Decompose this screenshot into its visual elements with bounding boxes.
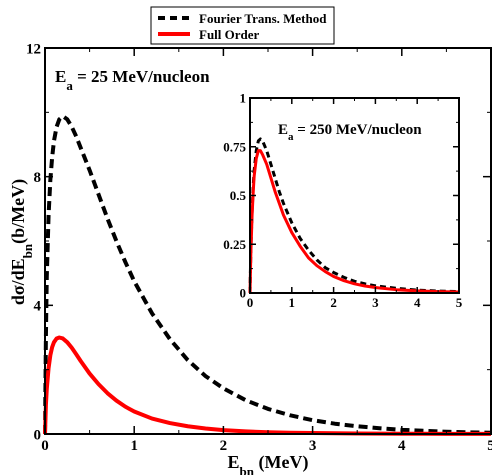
inset-ytick-label: 0.5 [230,188,247,203]
main-xtick-label: 2 [220,438,228,454]
inset-ytick-label: 0.25 [223,237,246,252]
main-ytick-label: 12 [26,41,41,57]
inset-xtick-label: 4 [414,295,421,310]
inset-xtick-label: 3 [372,295,379,310]
inset-xtick-label: 1 [289,295,296,310]
legend-box [150,6,335,45]
inset-panel: 0 1 2 3 4 5 0 0.25 0.5 0.75 1 Ea = 250 MeV/nucleon [223,91,463,310]
inset-xtick-label: 2 [330,295,337,310]
main-series-full-order [43,335,492,436]
inset-annotation: Ea = 250 MeV/nucleon [278,122,422,143]
main-xtick-label: 4 [398,438,406,454]
main-annotation: Ea = 25 MeV/nucleon [55,67,210,93]
y-axis-label: dσ/dEbn(b/MeV) [8,179,35,305]
main-ytick-label: 8 [34,170,42,186]
main-series-fourier [43,114,492,435]
main-xtick-label: 0 [41,438,49,454]
inset-series-full-order [248,149,460,294]
main-xtick-label: 3 [309,438,317,454]
inset-background [220,92,465,311]
inset-xtick-label: 5 [456,295,463,310]
x-axis-label: Ebn (MeV) [228,452,309,475]
inset-xtick-label: 0 [247,295,254,310]
main-ytick-label: 4 [34,299,42,315]
legend-label: Fourier Trans. Method [199,11,327,26]
main-xtick-label: 5 [487,438,492,454]
inset-ytick-label: 0 [240,286,247,301]
main-xtick-label: 1 [130,438,138,454]
inset-ytick-label: 0.75 [223,139,246,154]
inset-ytick-label: 1 [240,91,247,106]
legend-label: Full Order [199,27,260,42]
main-ytick-label: 0 [34,427,42,443]
